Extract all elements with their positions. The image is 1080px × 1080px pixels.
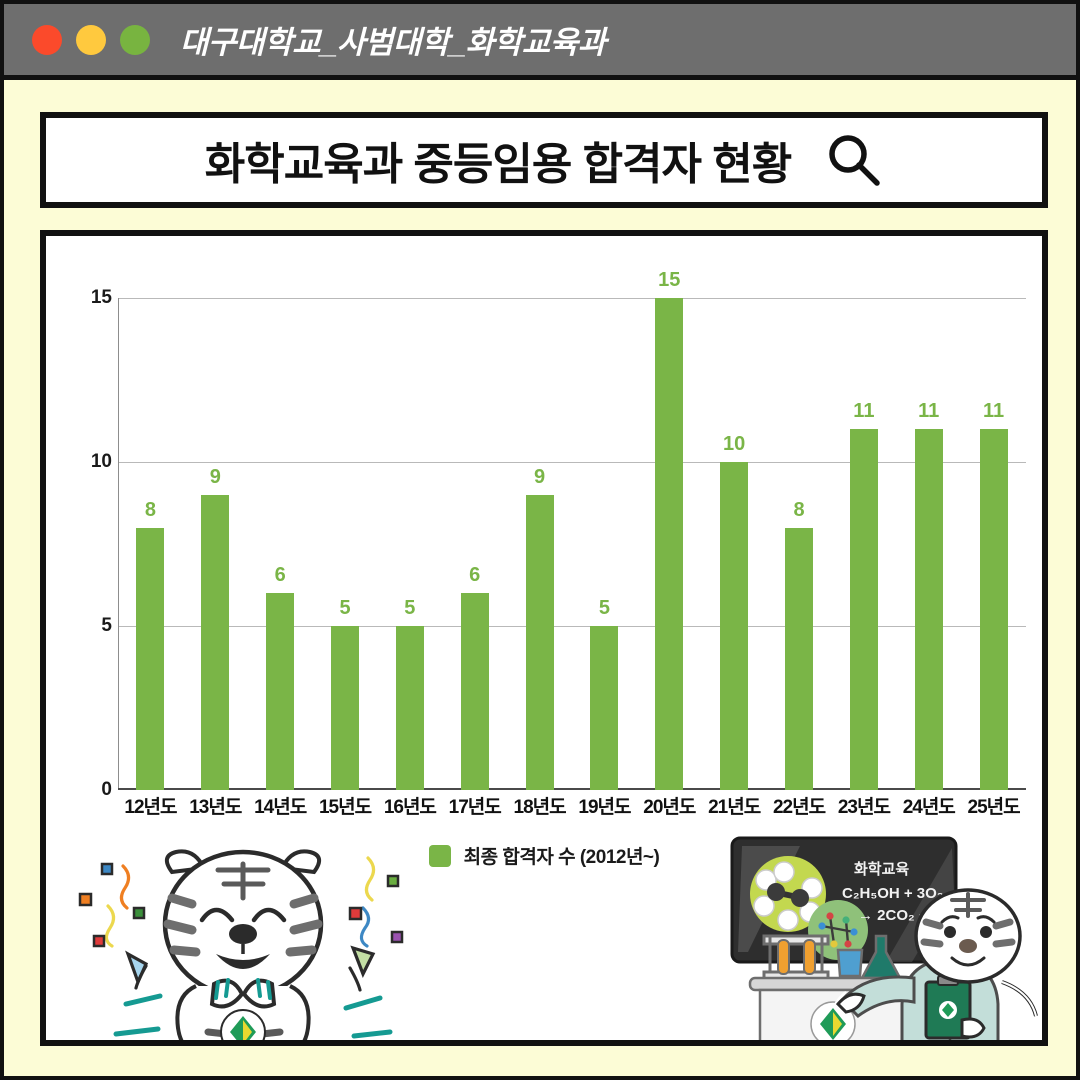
bar-slot: 11	[896, 298, 961, 790]
bar[interactable]	[525, 494, 554, 790]
legend-swatch	[428, 844, 451, 867]
bar-value-label: 11	[853, 400, 875, 423]
bar-slot: 5	[377, 298, 442, 790]
header-panel: 화학교육과 중등임용 합격자 현황	[40, 112, 1048, 208]
celebrating-tiger-mascot	[68, 836, 418, 1040]
x-tick-label: 17년도	[448, 797, 502, 818]
x-tick-label: 25년도	[967, 797, 1021, 818]
bar[interactable]	[460, 593, 489, 790]
x-tick-label: 22년도	[772, 797, 826, 818]
bar[interactable]	[395, 626, 424, 790]
blackboard: 화학교육 C₂H₅OH + 3O₂ → 2CO₂ + 3H₂O	[730, 836, 970, 964]
bar-value-label: 5	[404, 597, 416, 619]
search-icon[interactable]	[825, 131, 883, 189]
bar[interactable]	[655, 298, 684, 790]
gridline-10	[118, 462, 1026, 463]
bar-slot: 11	[961, 298, 1026, 790]
window-title: 대구대학교_사범대학_화학교육과	[180, 25, 606, 60]
minimize-button[interactable]	[76, 24, 106, 55]
y-tick-0: 0	[101, 779, 112, 800]
bar-value-label: 5	[339, 597, 351, 619]
bar[interactable]	[590, 626, 619, 790]
window-controls	[32, 24, 150, 55]
x-tick-label: 24년도	[902, 797, 956, 818]
plot-area: 8 9 6 5 5 6 9 5 15 10 8 11 11 11	[118, 269, 1026, 790]
bar-slot: 11	[831, 298, 896, 790]
x-tick-label: 16년도	[383, 797, 437, 818]
gridline-15	[118, 298, 1026, 299]
blackboard-equation-1: C₂H₅OH + 3O₂	[842, 885, 943, 902]
bar[interactable]	[914, 429, 943, 790]
bar-value-label: 5	[598, 597, 610, 619]
bar[interactable]	[201, 494, 230, 790]
bar-slot: 10	[702, 298, 767, 790]
chart-panel: 15 10 5 0 8 9 6 5 5 6 9 5 15 10 8 11 11 11 12년도 13년도 14…	[40, 230, 1048, 1046]
x-axis-line	[118, 788, 1026, 790]
bar[interactable]	[331, 626, 359, 790]
bar-series: 8 9 6 5 5 6 9 5 15 10 8 11 11 11	[118, 269, 1026, 790]
x-tick-label: 13년도	[189, 797, 242, 818]
bar[interactable]	[720, 462, 749, 790]
bar-value-label: 8	[793, 498, 805, 521]
bar-value-label: 6	[469, 564, 481, 587]
legend-label: 최종 합격자 수 (2012년~)	[463, 847, 660, 868]
bar-value-label: 15	[658, 269, 681, 291]
bar[interactable]	[785, 527, 814, 790]
x-axis: 12년도 13년도 14년도 15년도 16년도 17년도 18년도 19년도 20년도 21년도…	[118, 792, 1026, 819]
y-tick-5: 5	[101, 615, 112, 636]
bar-value-label: 9	[534, 465, 546, 488]
bar-slot: 5	[572, 298, 637, 790]
window-titlebar: 대구대학교_사범대학_화학교육과	[4, 4, 1076, 80]
bar-slot: 5	[313, 298, 378, 790]
close-button[interactable]	[32, 24, 62, 55]
x-tick-label: 14년도	[254, 797, 307, 818]
page-title: 화학교육과 중등임용 합격자 현황	[204, 140, 792, 189]
bar[interactable]	[979, 429, 1008, 790]
bar-slot: 9	[183, 298, 248, 790]
bar-slot: 6	[248, 298, 313, 790]
y-tick-15: 15	[90, 287, 112, 308]
y-tick-10: 10	[90, 451, 112, 472]
bar-value-label: 11	[918, 400, 940, 423]
x-tick-label: 18년도	[513, 797, 567, 818]
chemistry-lab-tiger-mascot: 화학교육 C₂H₅OH + 3O₂ → 2CO₂ + 3H₂O	[726, 832, 1042, 1040]
x-tick-label: 15년도	[318, 797, 372, 818]
x-tick-label: 23년도	[837, 797, 891, 818]
gridline-5	[118, 626, 1026, 627]
bar-slot: 6	[442, 298, 507, 790]
y-axis-line	[118, 298, 119, 790]
bar-value-label: 11	[983, 400, 1005, 423]
bar[interactable]	[136, 527, 165, 790]
x-tick-label: 12년도	[124, 797, 177, 818]
bar-slot: 9	[507, 298, 572, 790]
bar-value-label: 9	[209, 465, 221, 488]
bar[interactable]	[266, 593, 295, 790]
bar-slot: 8	[118, 298, 183, 790]
blackboard-heading: 화학교육	[854, 861, 909, 878]
bar-slot: 8	[767, 298, 832, 790]
y-axis: 15 10 5 0	[62, 236, 112, 836]
bar[interactable]	[849, 429, 878, 790]
bar-slot: 15	[637, 269, 702, 790]
x-tick-label: 19년도	[578, 797, 631, 818]
bar-value-label: 8	[144, 498, 156, 521]
x-tick-label: 20년도	[643, 797, 696, 818]
lab-coat-tiger	[832, 888, 1038, 1040]
maximize-button[interactable]	[120, 24, 150, 55]
bar-value-label: 10	[723, 433, 746, 455]
bar-chart: 15 10 5 0 8 9 6 5 5 6 9 5 15 10 8 11 11 11 12년도 13년도 14…	[46, 236, 1042, 868]
chart-legend: 최종 합격자 수 (2012년~)	[46, 842, 1042, 869]
x-tick-label: 21년도	[708, 797, 761, 818]
bar-value-label: 6	[274, 564, 286, 587]
